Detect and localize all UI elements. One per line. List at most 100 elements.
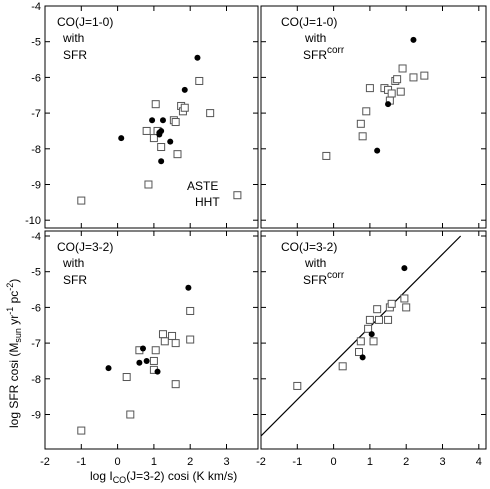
x-tick-label: 1 [151,456,157,468]
hht-point [369,337,378,346]
hht-point [158,330,167,339]
x-tick-label: -2 [40,456,50,468]
aste-point [154,368,161,375]
panel-label-line2: with [304,31,326,45]
panel-1: CO(J=1-0) with SFR [44,5,259,229]
hht-point [168,331,177,340]
x-tick-label: 3 [223,456,229,468]
aste-point [374,147,381,154]
panel-frame [260,230,487,450]
x-axis-label: log ICO(J=3-2) cosi (K km/s) [90,469,237,485]
panel-label-line3: SFR [63,273,87,287]
hht-point [149,134,158,143]
panel-label-line1: CO(J=3-2) [281,240,337,254]
hht-point [355,348,364,357]
panel-label-line2: with [62,256,84,270]
panel-label-line2: with [304,256,326,270]
hht-point [195,76,204,85]
hht-point [171,380,180,389]
legend: ASTE HHT [187,179,220,209]
panel-label-sup: corr [327,45,345,56]
aste-point [194,54,201,61]
panel-label-line2: with [62,31,84,45]
aste-point [181,86,188,93]
hht-point [387,299,396,308]
hht-point [171,339,180,348]
panel-label-line3: SFRcorr [303,45,345,62]
hht-point [233,191,242,200]
panel-label-sup: corr [327,270,345,281]
aste-point [105,365,112,372]
hht-point [151,346,160,355]
aste-point [143,357,150,364]
panel-3: CO(J=3-2) with SFR [44,230,259,450]
hht-point [180,103,189,112]
panel-label-line1: CO(J=1-0) [57,15,113,29]
hht-point [149,356,158,365]
panel-frame [44,230,259,450]
y-tick-label: -7 [31,108,41,120]
hht-point [387,89,396,98]
y-tick-label: -4 [31,1,41,13]
aste-point [368,331,375,338]
panel-frame [260,5,487,229]
hht-point [384,315,393,324]
hht-point [356,337,365,346]
hht-point [358,132,367,141]
hht-point [206,109,215,118]
hht-point [151,100,160,109]
hht-point [142,126,151,135]
hht-point [77,196,86,205]
y-tick-label: -8 [31,374,41,386]
hht-point [171,118,180,127]
aste-point [149,117,156,124]
y-tick-label: -8 [31,144,41,156]
hht-point [322,151,331,160]
hht-point [77,426,86,435]
hht-point [396,87,405,96]
y-tick-label: -9 [31,180,41,192]
x-tick-label: 3 [439,456,445,468]
aste-point [158,158,165,165]
panel-label-line1: CO(J=1-0) [281,15,337,29]
y-axis-label: log SFR cosi (Msun yr-1 pc-2) [5,279,23,428]
hht-point [186,335,195,344]
x-tick-label: -2 [256,456,266,468]
hht-point [373,305,382,314]
hht-point [374,315,383,324]
hht-point [402,303,411,312]
y-tick-label: -4 [31,231,41,243]
aste-point [118,135,125,142]
tick-labels-group: -10-9-8-7-6-5-4-9-8-7-6-5-4-2 -1 0 1 2 3 -2 -1 0… [25,1,482,468]
y-tick-label: -5 [31,37,41,49]
hht-point [364,324,373,333]
fit-line [261,235,462,437]
panel-frame [44,5,259,229]
hht-point [173,150,182,159]
aste-point [136,359,143,366]
hht-point [338,362,347,371]
hht-point [356,119,365,128]
hht-point [365,84,374,93]
axis-titles-group: log ICO(J=3-2) cosi (K km/s) log SFR cos… [5,279,237,485]
aste-point [385,101,392,108]
hht-point [362,107,371,116]
x-tick-label: 1 [367,456,373,468]
hht-point [160,337,169,346]
aste-point [401,265,408,272]
x-tick-label: 4 [476,456,482,468]
panels-group: CO(J=1-0)withSFRCO(J=1-0)withSFRcorrCO(J… [44,5,487,450]
legend-open-label: HHT [195,195,220,209]
x-tick-label: 0 [331,456,337,468]
y-tick-label: -6 [31,302,41,314]
hht-point [400,294,409,303]
hht-point [186,306,195,315]
y-tick-label: -6 [31,72,41,84]
aste-point [156,129,163,136]
panel-label-line3: SFRcorr [303,270,345,287]
